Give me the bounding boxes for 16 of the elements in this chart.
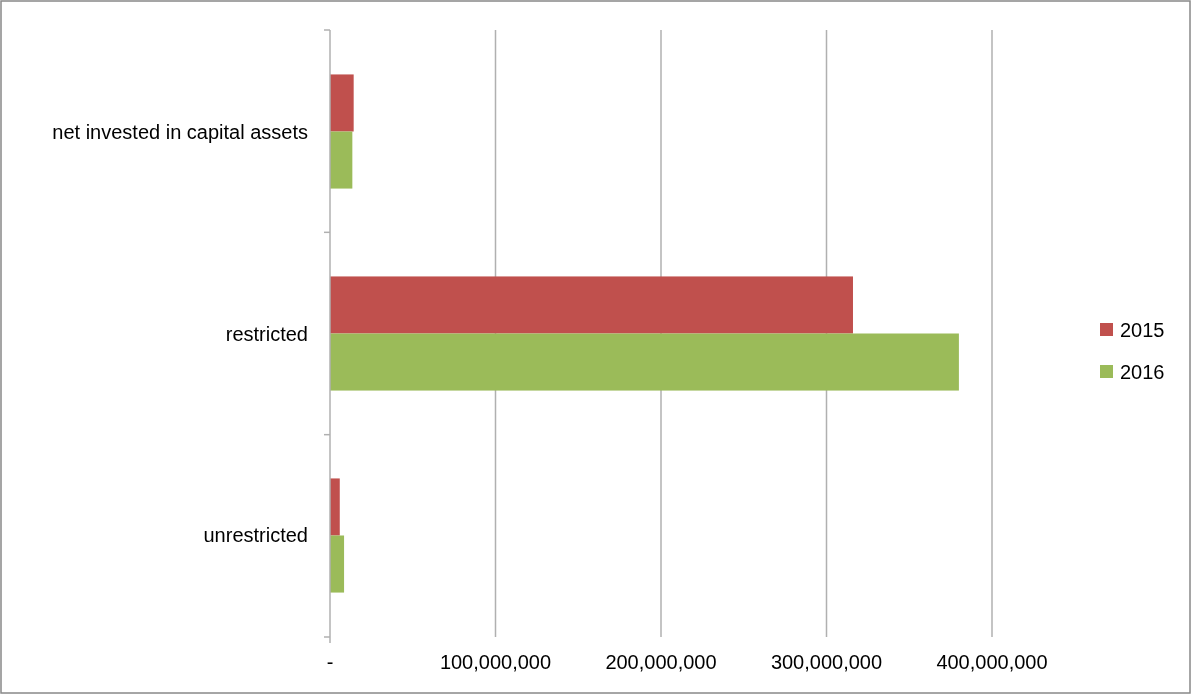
bar	[330, 74, 354, 132]
y-tick-label: unrestricted	[203, 524, 308, 547]
y-tick-label: restricted	[225, 322, 308, 345]
x-tick-label: 400,000,000	[936, 651, 1048, 673]
bar	[330, 333, 959, 391]
x-tick-label: 100,000,000	[439, 651, 552, 673]
bar	[330, 535, 345, 593]
x-tick-label: 200,000,000	[605, 651, 717, 673]
bar	[330, 478, 340, 536]
x-tick-label: -	[326, 651, 334, 673]
y-tick-label: net invested in capital assets	[52, 120, 308, 143]
legend-label: 2016	[1120, 361, 1165, 383]
bar	[330, 131, 353, 189]
x-tick-label: 300,000,000	[770, 651, 883, 673]
legend-label: 2015	[1120, 319, 1165, 341]
bar	[330, 276, 853, 334]
